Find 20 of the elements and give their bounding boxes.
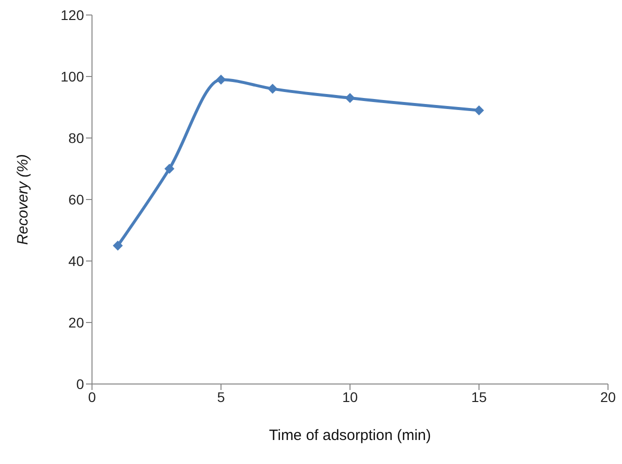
point — [474, 105, 484, 116]
y-axis-title: Recovery (%) — [14, 154, 32, 245]
x-tick-label: 5 — [217, 388, 226, 405]
point — [268, 84, 278, 94]
point — [164, 164, 174, 174]
point — [345, 93, 355, 104]
y-tick-label: 60 — [68, 191, 84, 208]
y-tick-label: 0 — [76, 376, 84, 392]
x-tick-label: 15 — [471, 388, 487, 405]
x-tick-label: 10 — [342, 388, 358, 405]
x-axis-title: Time of adsorption (min) — [269, 427, 431, 444]
y-tick-label: 100 — [60, 68, 84, 84]
y-tick-label: 40 — [68, 252, 84, 269]
y-tick-label: 20 — [68, 314, 84, 330]
point — [112, 240, 123, 251]
y-tick-label: 80 — [68, 130, 84, 146]
point — [216, 74, 226, 85]
x-tick-label: 20 — [600, 388, 616, 405]
x-tick-label: 0 — [88, 388, 96, 405]
y-tick-label: 120 — [60, 6, 84, 23]
